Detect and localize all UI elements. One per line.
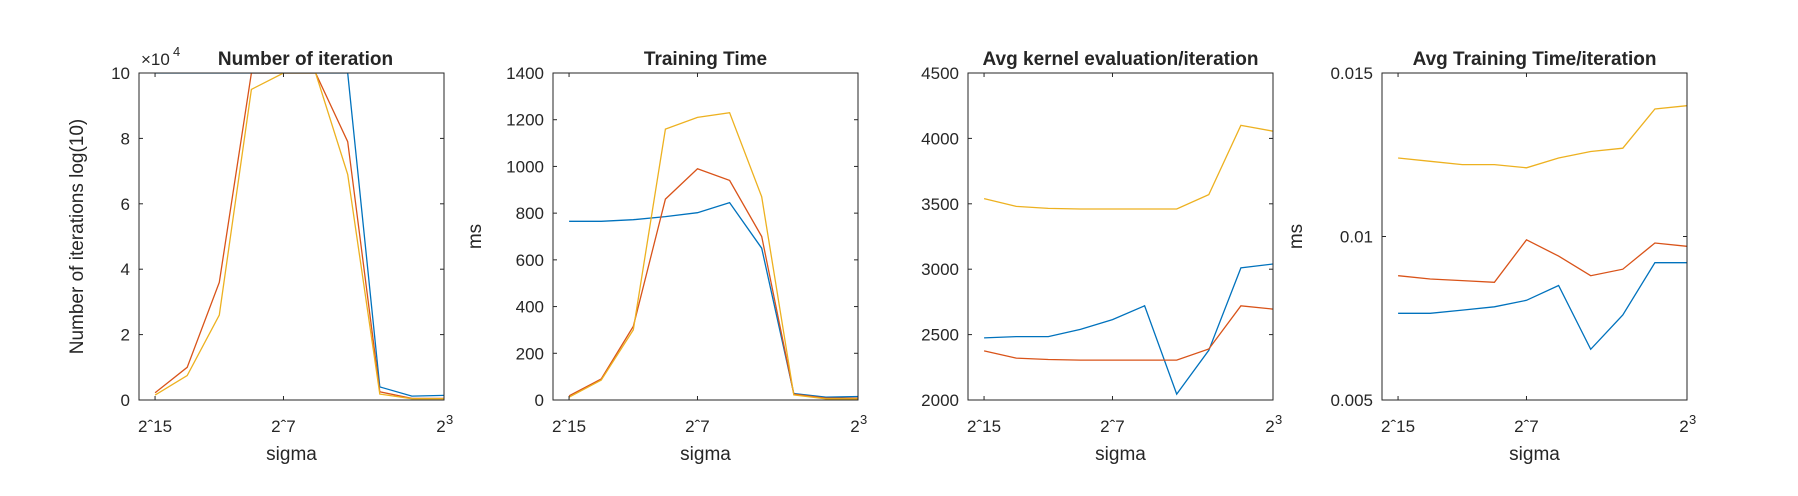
- axes-box: [138, 72, 445, 401]
- series-line-1: [155, 73, 444, 397]
- y-tick-label: 3000: [921, 260, 959, 279]
- x-tick-label-exponent: 3: [1689, 412, 1696, 427]
- y-axis-label: ms: [465, 224, 486, 249]
- axes-box: [1381, 72, 1688, 401]
- x-axis-label: sigma: [266, 444, 317, 465]
- series-line-3: [568, 111, 858, 400]
- axes-box: [967, 72, 1274, 401]
- x-tick-label-exponent: 3: [860, 412, 867, 427]
- series-line-2: [983, 305, 1273, 361]
- x-tick-label: 2ˆ7: [1100, 417, 1125, 436]
- series-line-3: [983, 124, 1273, 210]
- chart-title: Training Time: [644, 49, 767, 70]
- y-tick-label: 0: [121, 391, 130, 410]
- y-tick-label: 8: [121, 129, 130, 148]
- y-tick-label: 2000: [921, 391, 959, 410]
- y-tick-label: 400: [516, 298, 544, 317]
- series-line-2: [154, 73, 444, 400]
- series-line-1: [984, 263, 1273, 396]
- y-tick-label: 0.005: [1330, 391, 1373, 410]
- series-line-1: [1398, 262, 1687, 351]
- y-tick-label: 1200: [506, 111, 544, 130]
- x-axis-label: sigma: [1095, 444, 1146, 465]
- y-tick-label: 0.01: [1340, 228, 1373, 247]
- y-axis-label: ms: [1286, 224, 1307, 249]
- chart-panel-4: 0.005 0.01 0.015 2ˆ15 2ˆ7 2 3 sigma ms Avg Traini…: [1286, 49, 1696, 465]
- y-tick-label: 1000: [506, 157, 544, 176]
- y-tick-label: 2500: [921, 326, 959, 345]
- y-tick-label: 4500: [921, 64, 959, 83]
- y-tick-label: 2: [121, 326, 130, 345]
- x-tick-label: 2: [1265, 417, 1274, 436]
- y-exponent-power: 4: [173, 44, 180, 59]
- series-line-3: [154, 73, 444, 400]
- x-tick-label: 2ˆ15: [552, 417, 586, 436]
- y-tick-label: 0.015: [1330, 64, 1373, 83]
- x-axis-label: sigma: [1509, 444, 1560, 465]
- y-tick-label: 0: [535, 391, 544, 410]
- x-tick-label: 2: [436, 417, 445, 436]
- y-tick-label: 1400: [506, 64, 544, 83]
- x-tick-label-exponent: 3: [446, 412, 453, 427]
- x-tick-label: 2: [1679, 417, 1688, 436]
- y-axis-label: Number of iterations log(10): [67, 119, 88, 355]
- x-axis-label: sigma: [680, 444, 731, 465]
- x-tick-label: 2ˆ15: [967, 417, 1001, 436]
- x-tick-label: 2ˆ15: [1381, 417, 1415, 436]
- x-tick-label: 2ˆ7: [271, 417, 296, 436]
- series-line-1: [569, 201, 858, 398]
- y-tick-label: 600: [516, 251, 544, 270]
- series-line-2: [568, 168, 858, 399]
- y-tick-label: 4000: [921, 129, 959, 148]
- y-tick-label: 10: [111, 64, 130, 83]
- x-tick-label-exponent: 3: [1275, 412, 1282, 427]
- y-tick-label: 200: [516, 344, 544, 363]
- y-tick-label: 6: [121, 195, 130, 214]
- x-tick-label: 2ˆ7: [685, 417, 710, 436]
- chart-title: Avg kernel evaluation/iteration: [983, 49, 1259, 70]
- y-tick-label: 3500: [921, 195, 959, 214]
- chart-panel-3: 2000 2500 3000 3500 4000 4500 2ˆ15 2ˆ7 2 3 sigma Av…: [921, 49, 1282, 465]
- axes-box: [552, 72, 859, 401]
- series-line-3: [1398, 105, 1687, 169]
- x-tick-label: 2ˆ15: [138, 417, 172, 436]
- series-line-2: [1398, 238, 1687, 283]
- x-tick-label: 2: [850, 417, 859, 436]
- y-tick-label: 4: [121, 260, 130, 279]
- chart-panel-2: 0 200 400 600 800 1000 1200 1400 2ˆ15 2ˆ7 2 3 sigma m…: [465, 49, 867, 465]
- chart-title: Number of iteration: [218, 49, 393, 70]
- y-exponent-label: ×10: [141, 50, 170, 69]
- x-tick-label: 2ˆ7: [1514, 417, 1539, 436]
- chart-title: Avg Training Time/iteration: [1413, 49, 1657, 70]
- y-tick-label: 800: [516, 204, 544, 223]
